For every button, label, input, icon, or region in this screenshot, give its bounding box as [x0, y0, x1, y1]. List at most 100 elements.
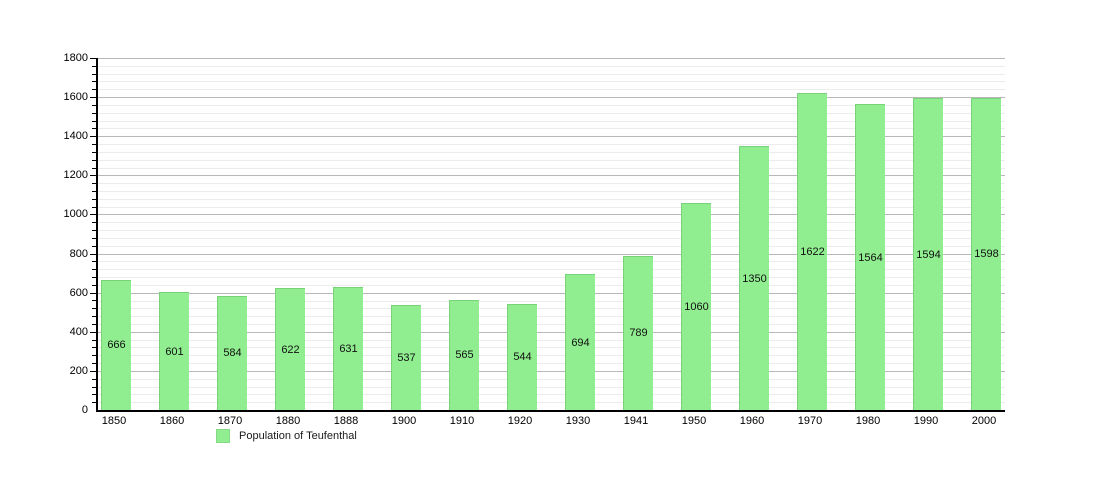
- bar-value-label: 584: [223, 347, 242, 360]
- x-tick-label: 1990: [913, 415, 939, 427]
- bar: 631: [333, 286, 363, 410]
- y-minor-tick: [92, 73, 96, 75]
- y-minor-tick: [92, 206, 96, 208]
- y-major-tick: [90, 175, 96, 177]
- bar: 1564: [855, 104, 885, 410]
- y-tick-label: 1800: [63, 52, 88, 64]
- y-minor-gridline: [98, 73, 1005, 75]
- y-minor-tick: [92, 316, 96, 318]
- y-tick-label: 800: [69, 247, 88, 260]
- y-minor-tick: [92, 151, 96, 153]
- bar-value-label: 1350: [742, 272, 767, 285]
- x-tick-label: 1930: [565, 415, 591, 427]
- y-minor-tick: [92, 120, 96, 122]
- bar-value-label: 537: [397, 352, 416, 364]
- legend: Population of Teufenthal: [216, 429, 357, 443]
- y-tick-label: 600: [69, 286, 88, 299]
- y-tick-label: 1200: [63, 169, 88, 182]
- x-tick-label: 1870: [217, 415, 243, 427]
- x-tick-label: 1850: [101, 415, 127, 427]
- bar-value-label: 789: [629, 327, 648, 340]
- y-minor-tick: [92, 144, 96, 146]
- y-minor-tick: [92, 339, 96, 341]
- bar: 1350: [739, 146, 769, 410]
- y-minor-tick: [92, 284, 96, 286]
- y-minor-tick: [92, 128, 96, 130]
- y-major-tick: [90, 58, 96, 59]
- y-minor-tick: [92, 394, 96, 396]
- y-tick-label: 1600: [63, 91, 88, 104]
- y-minor-tick: [92, 347, 96, 349]
- y-minor-tick: [92, 378, 96, 380]
- x-tick-label: 1950: [681, 415, 707, 427]
- y-minor-gridline: [98, 81, 1005, 83]
- y-major-tick: [90, 253, 96, 255]
- y-minor-tick: [92, 112, 96, 114]
- bar: 565: [449, 299, 479, 410]
- bar: 544: [507, 303, 537, 410]
- y-tick-label: 200: [69, 364, 88, 377]
- bar-value-label: 1564: [858, 251, 883, 264]
- bar: 1622: [797, 92, 827, 410]
- bar: 1594: [913, 98, 943, 410]
- bar: 622: [275, 288, 305, 410]
- bar-value-label: 622: [281, 343, 300, 356]
- x-tick-label: 1980: [855, 415, 881, 427]
- y-minor-tick: [92, 104, 96, 106]
- y-minor-tick: [92, 159, 96, 161]
- y-minor-tick: [92, 402, 96, 404]
- x-tick-label: 1920: [507, 415, 533, 427]
- y-minor-tick: [92, 65, 96, 67]
- legend-label: Population of Teufenthal: [239, 430, 357, 442]
- y-major-tick: [90, 97, 96, 99]
- y-minor-tick: [92, 237, 96, 239]
- y-minor-tick: [92, 167, 96, 169]
- bar-value-label: 601: [165, 345, 184, 358]
- y-minor-gridline: [98, 89, 1005, 91]
- y-minor-tick: [92, 190, 96, 192]
- y-major-tick: [90, 331, 96, 333]
- bar-value-label: 1598: [974, 248, 999, 261]
- y-major-tick: [90, 136, 96, 138]
- y-minor-tick: [92, 245, 96, 247]
- bar: 1060: [681, 202, 711, 410]
- bar-value-label: 631: [339, 342, 358, 355]
- bar: 666: [101, 279, 131, 410]
- x-tick-label: 2000: [971, 415, 997, 427]
- bar-value-label: 1622: [800, 245, 825, 258]
- y-major-tick: [90, 370, 96, 372]
- bar: 601: [159, 292, 189, 410]
- y-major-tick: [90, 292, 96, 294]
- x-tick-label: 1910: [449, 415, 475, 427]
- bar: 537: [391, 305, 421, 410]
- x-tick-label: 1970: [797, 415, 823, 427]
- bar: 1598: [971, 97, 1001, 410]
- y-minor-tick: [92, 230, 96, 232]
- y-minor-tick: [92, 261, 96, 263]
- bar: 694: [565, 274, 595, 410]
- y-minor-tick: [92, 269, 96, 271]
- bar: 584: [217, 295, 247, 410]
- legend-swatch-icon: [216, 429, 230, 443]
- x-tick-label: 1860: [159, 415, 185, 427]
- bar-value-label: 544: [513, 351, 532, 364]
- bar-value-label: 1060: [684, 300, 709, 313]
- y-tick-label: 400: [69, 325, 88, 338]
- y-minor-tick: [92, 81, 96, 83]
- plot-area: 666 601 584 622 631 537 565 544 694 789 1060 1350 16…: [96, 58, 1005, 412]
- y-major-tick: [90, 214, 96, 216]
- y-minor-tick: [92, 355, 96, 357]
- y-minor-tick: [92, 308, 96, 310]
- y-minor-tick: [92, 386, 96, 388]
- y-minor-tick: [92, 363, 96, 365]
- y-minor-tick: [92, 323, 96, 325]
- y-tick-label: 1400: [63, 130, 88, 143]
- x-tick-label: 1941: [623, 415, 649, 427]
- y-minor-gridline: [98, 65, 1005, 67]
- bar: 789: [623, 255, 653, 410]
- bar-value-label: 666: [107, 339, 126, 352]
- y-tick-label: 1000: [63, 208, 88, 221]
- bar-value-label: 565: [455, 349, 474, 362]
- y-minor-tick: [92, 198, 96, 200]
- y-tick-label: 0: [81, 404, 88, 416]
